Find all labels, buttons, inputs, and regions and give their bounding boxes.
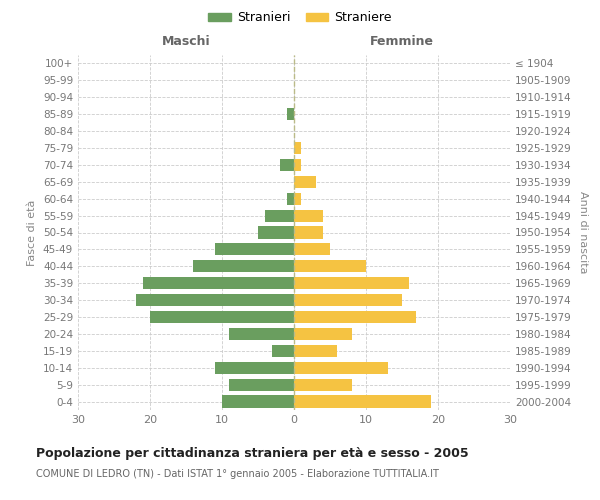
Bar: [150, 311, 294, 323]
Bar: [294, 260, 366, 272]
Bar: [280, 159, 294, 171]
Bar: [294, 277, 409, 289]
Bar: [294, 378, 352, 390]
Bar: [294, 328, 352, 340]
Bar: [294, 176, 316, 188]
Y-axis label: Fasce di età: Fasce di età: [28, 200, 37, 266]
Bar: [294, 362, 388, 374]
Bar: [215, 244, 294, 256]
Bar: [294, 210, 323, 222]
Text: Maschi: Maschi: [161, 35, 211, 48]
Bar: [294, 159, 301, 171]
Y-axis label: Anni di nascita: Anni di nascita: [578, 191, 588, 274]
Bar: [294, 344, 337, 357]
Bar: [272, 344, 294, 357]
Bar: [265, 210, 294, 222]
Text: Popolazione per cittadinanza straniera per età e sesso - 2005: Popolazione per cittadinanza straniera p…: [36, 448, 469, 460]
Bar: [287, 192, 294, 205]
Bar: [294, 396, 431, 407]
Text: Femmine: Femmine: [370, 35, 434, 48]
Bar: [215, 362, 294, 374]
Bar: [229, 328, 294, 340]
Bar: [287, 108, 294, 120]
Bar: [294, 311, 416, 323]
Bar: [294, 244, 330, 256]
Bar: [143, 277, 294, 289]
Bar: [193, 260, 294, 272]
Bar: [222, 396, 294, 407]
Text: COMUNE DI LEDRO (TN) - Dati ISTAT 1° gennaio 2005 - Elaborazione TUTTITALIA.IT: COMUNE DI LEDRO (TN) - Dati ISTAT 1° gen…: [36, 469, 439, 479]
Bar: [258, 226, 294, 238]
Bar: [136, 294, 294, 306]
Bar: [229, 378, 294, 390]
Bar: [294, 226, 323, 238]
Bar: [294, 142, 301, 154]
Bar: [294, 192, 301, 205]
Legend: Stranieri, Straniere: Stranieri, Straniere: [203, 6, 397, 29]
Bar: [294, 294, 402, 306]
